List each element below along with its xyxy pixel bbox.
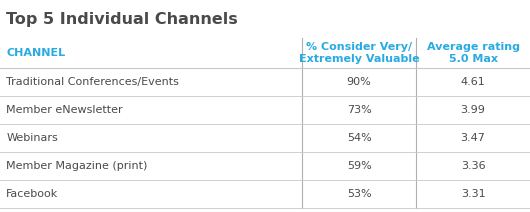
Text: CHANNEL: CHANNEL [6, 48, 66, 58]
Text: Member eNewsletter: Member eNewsletter [6, 105, 123, 115]
Text: 90%: 90% [347, 77, 372, 87]
Text: Webinars: Webinars [6, 133, 58, 143]
Text: Average rating
5.0 Max: Average rating 5.0 Max [427, 42, 519, 64]
Text: 54%: 54% [347, 133, 372, 143]
Text: Facebook: Facebook [6, 189, 59, 199]
Text: Traditional Conferences/Events: Traditional Conferences/Events [6, 77, 179, 87]
Text: Top 5 Individual Channels: Top 5 Individual Channels [6, 12, 238, 27]
Text: 3.36: 3.36 [461, 161, 485, 171]
Text: 3.47: 3.47 [461, 133, 485, 143]
Text: 3.31: 3.31 [461, 189, 485, 199]
Text: % Consider Very/
Extremely Valuable: % Consider Very/ Extremely Valuable [299, 42, 419, 64]
Text: 53%: 53% [347, 189, 372, 199]
Text: Member Magazine (print): Member Magazine (print) [6, 161, 148, 171]
Text: 73%: 73% [347, 105, 372, 115]
Text: 3.99: 3.99 [461, 105, 485, 115]
Text: 4.61: 4.61 [461, 77, 485, 87]
Text: 59%: 59% [347, 161, 372, 171]
